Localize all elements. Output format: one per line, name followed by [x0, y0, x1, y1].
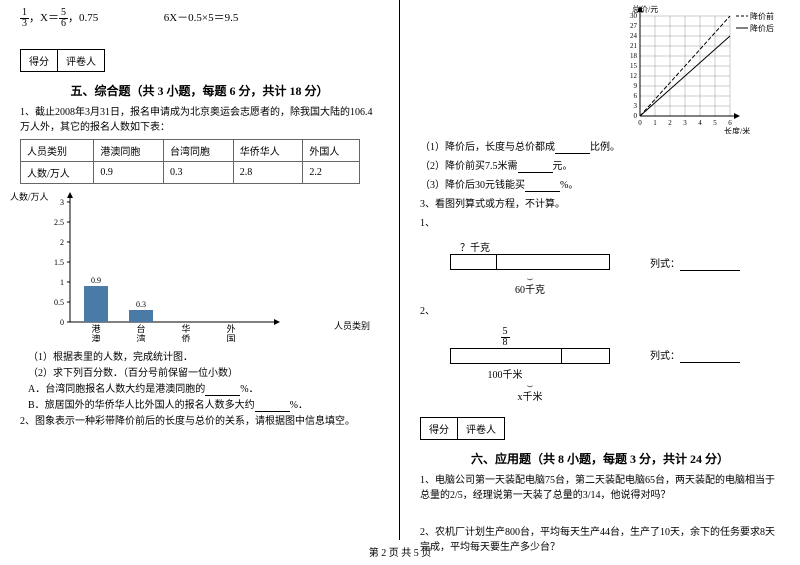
equation-line: 1 3 ，X＝ 5 6 ，0.75 6X－0.5×5＝9.5 [20, 8, 379, 29]
line-chart-svg: 0123456036912151821242730总价/元长度/米降价前降价后 [616, 4, 786, 134]
fill-3: （3）降价后30元钱能买%。 [420, 178, 780, 193]
svg-text:0: 0 [60, 318, 64, 327]
q6-1: 1、电脑公司第一天装配电脑75台，第二天装配电脑65台，两天装配的电脑相当于总量… [420, 473, 780, 503]
score-box-6: 得分 评卷人 [420, 417, 505, 440]
svg-text:0.9: 0.9 [91, 276, 101, 285]
svg-text:3: 3 [683, 119, 687, 127]
svg-text:澳: 澳 [91, 333, 100, 342]
svg-text:9: 9 [634, 82, 638, 90]
svg-text:5: 5 [713, 119, 717, 127]
svg-text:3: 3 [634, 102, 638, 110]
svg-text:华: 华 [181, 323, 190, 334]
section-5-title: 五、综合题（共 3 小题，每题 6 分，共计 18 分） [20, 82, 379, 99]
tape-diagram-2: 58 100千米 ⏟ x千米 列式： [450, 327, 780, 403]
score-box: 得分 评卷人 [20, 49, 105, 72]
svg-text:外: 外 [226, 323, 235, 334]
question-1-text: 1、截止2008年3月31日，报名申请成为北京奥运会志愿者的，除我国大陆的106… [20, 105, 379, 135]
svg-text:0: 0 [638, 119, 642, 127]
svg-text:2: 2 [60, 238, 64, 247]
bar-chart: 人数/万人 人员类别 32.521.510.500.9港澳同胞0.3台湾同胞华侨… [40, 192, 320, 342]
fill-1: （1）降价后，长度与总价都成比例。 [420, 140, 780, 155]
table-row: 人数/万人0.90.32.82.2 [21, 162, 360, 184]
svg-text:0.3: 0.3 [136, 300, 146, 309]
svg-text:0: 0 [634, 112, 638, 120]
svg-text:1.5: 1.5 [54, 258, 64, 267]
svg-text:1: 1 [653, 119, 657, 127]
svg-text:4: 4 [698, 119, 702, 127]
item-2-label: 2、 [420, 304, 780, 319]
svg-text:湾: 湾 [136, 333, 145, 342]
item-1-label: 1、 [420, 216, 780, 231]
table-row: 人员类别港澳同胞台湾同胞华侨华人外国人 [21, 140, 360, 162]
fraction-1-3: 1 3 [20, 8, 29, 29]
svg-text:台: 台 [136, 323, 145, 334]
svg-text:2: 2 [668, 119, 672, 127]
svg-text:降价后: 降价后 [750, 23, 774, 33]
fill-2: （2）降价前买7.5米需元。 [420, 159, 780, 174]
svg-text:港: 港 [91, 323, 100, 334]
data-table: 人员类别港澳同胞台湾同胞华侨华人外国人 人数/万人0.90.32.82.2 [20, 139, 360, 184]
tape-diagram-1: ？千克 ⏟ 60千克 列式： [450, 239, 780, 296]
svg-text:21: 21 [630, 42, 638, 50]
svg-text:1: 1 [60, 278, 64, 287]
svg-text:27: 27 [630, 22, 638, 30]
svg-text:6: 6 [728, 119, 732, 127]
q6-2: 2、农机厂计划生产800台，平均每天生产44台，生产了10天，余下的任务要求8天… [420, 525, 780, 555]
svg-text:降价前: 降价前 [750, 11, 774, 21]
svg-text:15: 15 [630, 62, 638, 70]
svg-text:长度/米: 长度/米 [724, 126, 750, 134]
svg-text:18: 18 [630, 52, 638, 60]
fraction-5-6: 5 6 [59, 8, 68, 29]
svg-text:12: 12 [630, 72, 638, 80]
equation-2: 6X－0.5×5＝9.5 [164, 12, 239, 24]
svg-text:2.5: 2.5 [54, 218, 64, 227]
svg-text:国: 国 [226, 334, 235, 342]
sub-questions: （1）根据表里的人数，完成统计图． （2）求下列百分数．（百分号前保留一位小数）… [28, 350, 379, 414]
svg-text:24: 24 [630, 32, 638, 40]
section-6-title: 六、应用题（共 8 小题，每题 3 分，共计 24 分） [420, 450, 780, 467]
bar-chart-svg: 32.521.510.500.9港澳同胞0.3台湾同胞华侨华人外国人 [40, 192, 300, 342]
svg-text:总价/元: 总价/元 [632, 4, 658, 14]
svg-text:3: 3 [60, 198, 64, 207]
svg-text:6: 6 [634, 92, 638, 100]
question-2-text: 2、图象表示一种彩带降价前后的长度与总价的关系，请根据图中信息填空。 [20, 414, 379, 429]
svg-text:侨: 侨 [181, 333, 190, 342]
question-3-text: 3、看图列算式或方程，不计算。 [420, 197, 780, 212]
svg-text:0.5: 0.5 [54, 298, 64, 307]
